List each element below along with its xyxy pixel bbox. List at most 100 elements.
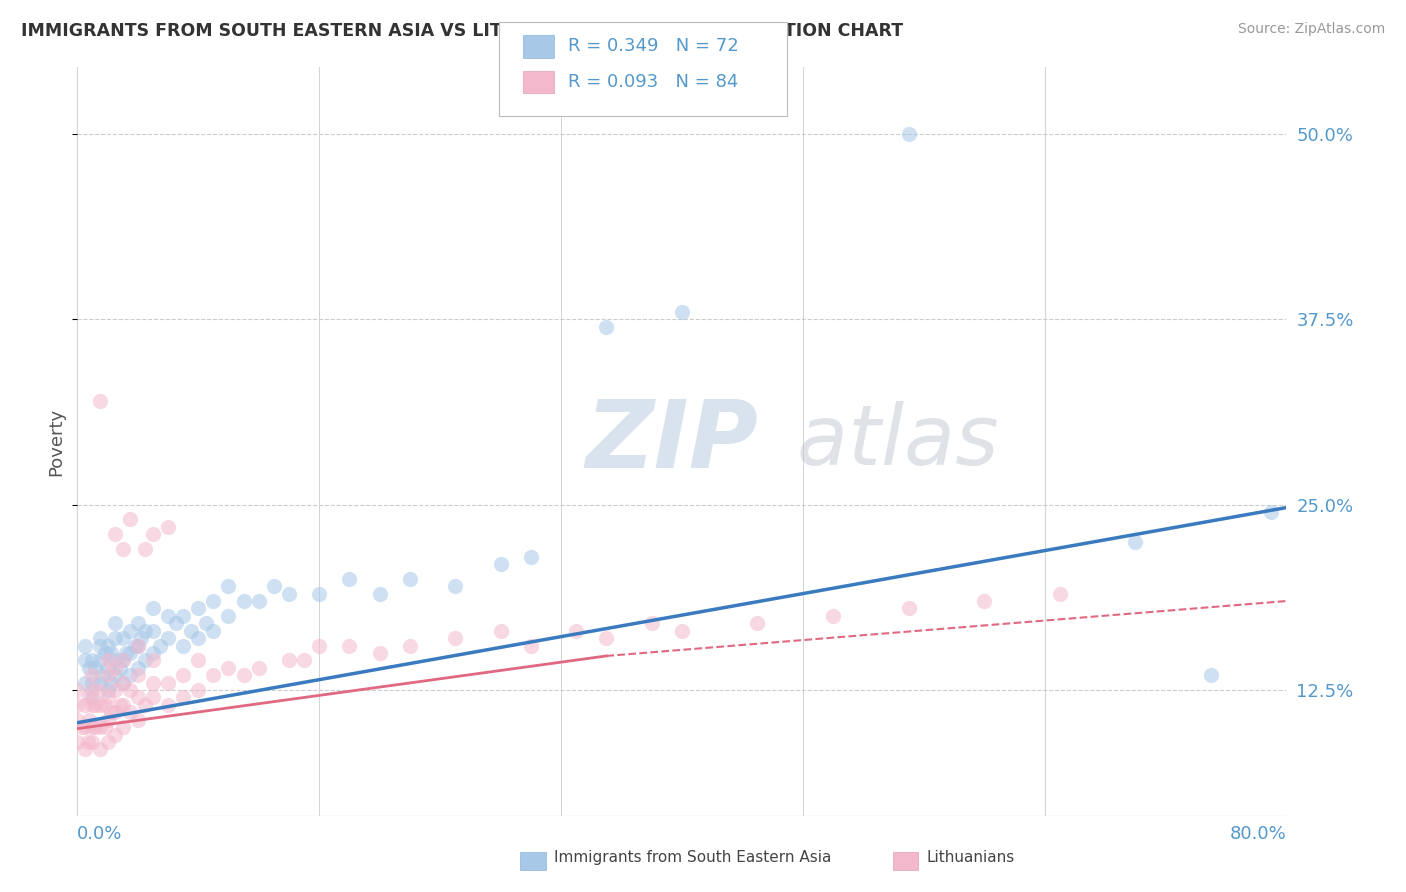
Point bbox=[157, 520, 180, 534]
Point bbox=[247, 594, 270, 608]
Point bbox=[142, 527, 165, 541]
Point bbox=[292, 653, 315, 667]
Point bbox=[120, 646, 142, 660]
Point bbox=[187, 631, 209, 645]
Text: R = 0.093   N = 84: R = 0.093 N = 84 bbox=[568, 73, 738, 91]
Point bbox=[142, 646, 165, 660]
Point bbox=[89, 720, 111, 734]
Point bbox=[149, 639, 172, 653]
Point bbox=[973, 594, 995, 608]
Point bbox=[187, 683, 209, 698]
Point bbox=[641, 616, 664, 631]
Point bbox=[368, 646, 391, 660]
Point bbox=[100, 706, 122, 720]
Point bbox=[104, 706, 127, 720]
Point bbox=[82, 683, 104, 698]
Point bbox=[142, 624, 165, 638]
Point bbox=[111, 675, 134, 690]
Point bbox=[134, 698, 156, 712]
Point bbox=[157, 631, 180, 645]
Point bbox=[66, 735, 89, 749]
Text: 80.0%: 80.0% bbox=[1230, 825, 1286, 843]
Point bbox=[96, 713, 118, 727]
Point bbox=[96, 690, 118, 705]
Point bbox=[278, 653, 301, 667]
Point bbox=[489, 624, 512, 638]
Point bbox=[157, 675, 180, 690]
Point bbox=[96, 653, 118, 667]
Point bbox=[104, 728, 127, 742]
Point bbox=[114, 646, 136, 660]
Point bbox=[218, 661, 240, 675]
Point bbox=[1049, 586, 1071, 600]
Point bbox=[93, 720, 115, 734]
Point bbox=[127, 713, 149, 727]
Point bbox=[84, 661, 107, 675]
Point bbox=[108, 698, 131, 712]
Point bbox=[157, 608, 180, 623]
Point bbox=[70, 720, 93, 734]
Y-axis label: Poverty: Poverty bbox=[48, 408, 66, 475]
Point bbox=[821, 608, 844, 623]
Point bbox=[520, 549, 543, 564]
Point bbox=[90, 668, 112, 682]
Point bbox=[565, 624, 588, 638]
Point bbox=[73, 742, 96, 756]
Point bbox=[134, 542, 156, 557]
Point bbox=[89, 393, 111, 408]
Point bbox=[73, 675, 96, 690]
Point bbox=[111, 542, 134, 557]
Point bbox=[82, 668, 104, 682]
Text: Lithuanians: Lithuanians bbox=[927, 850, 1015, 864]
Point bbox=[232, 668, 254, 682]
Point bbox=[180, 624, 202, 638]
Point bbox=[96, 735, 118, 749]
Point bbox=[89, 631, 111, 645]
Text: R = 0.349   N = 72: R = 0.349 N = 72 bbox=[568, 37, 738, 55]
Point bbox=[82, 735, 104, 749]
Point bbox=[93, 646, 115, 660]
Point bbox=[127, 616, 149, 631]
Point bbox=[82, 690, 104, 705]
Point bbox=[142, 601, 165, 615]
Point bbox=[104, 616, 127, 631]
Point bbox=[111, 675, 134, 690]
Point bbox=[96, 661, 118, 675]
Point bbox=[66, 698, 89, 712]
Point bbox=[444, 631, 467, 645]
Point bbox=[82, 720, 104, 734]
Point bbox=[73, 653, 96, 667]
Point bbox=[127, 639, 149, 653]
Point bbox=[111, 653, 134, 667]
Point bbox=[100, 646, 122, 660]
Point bbox=[108, 661, 131, 675]
Point bbox=[96, 639, 118, 653]
Point bbox=[111, 653, 134, 667]
Point bbox=[82, 675, 104, 690]
Point bbox=[897, 127, 920, 141]
Point bbox=[308, 639, 330, 653]
Point bbox=[100, 675, 122, 690]
Point bbox=[263, 579, 285, 593]
Point bbox=[671, 304, 693, 318]
Point bbox=[897, 601, 920, 615]
Point bbox=[489, 557, 512, 571]
Point bbox=[120, 512, 142, 526]
Point bbox=[172, 690, 194, 705]
Point bbox=[73, 720, 96, 734]
Point bbox=[104, 653, 127, 667]
Point bbox=[127, 661, 149, 675]
Point bbox=[77, 735, 100, 749]
Point bbox=[1123, 534, 1146, 549]
Point bbox=[172, 639, 194, 653]
Point bbox=[202, 594, 225, 608]
Point bbox=[93, 698, 115, 712]
Point bbox=[89, 683, 111, 698]
Point bbox=[111, 631, 134, 645]
Point bbox=[202, 668, 225, 682]
Point bbox=[1199, 668, 1222, 682]
Point bbox=[194, 616, 217, 631]
Point bbox=[89, 698, 111, 712]
Point bbox=[127, 668, 149, 682]
Point bbox=[89, 653, 111, 667]
